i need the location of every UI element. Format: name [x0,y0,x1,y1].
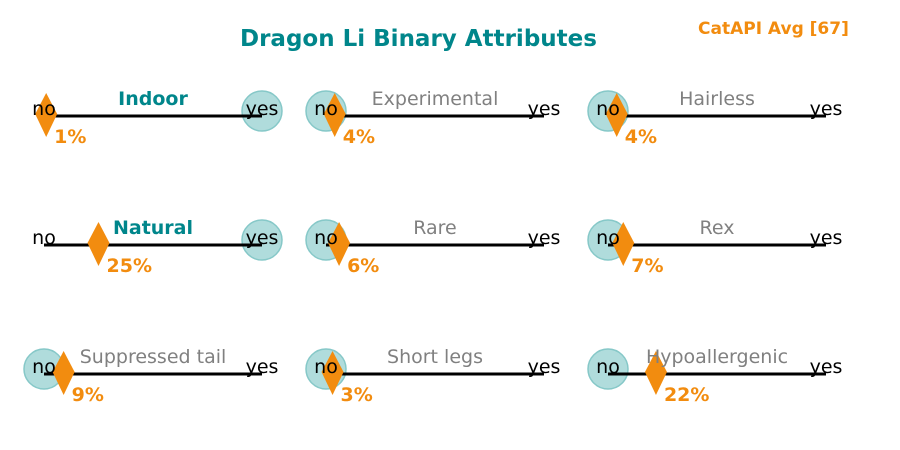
percent-marker-natural [87,222,110,266]
scale-max-label: yes [528,98,561,120]
chart-title: Dragon Li Binary Attributes [240,26,597,52]
scale-min-label: no [314,227,338,249]
attribute-label-hairless: Hairless [679,88,755,110]
attribute-label-hypoallergenic: Hypoallergenic [646,346,788,368]
average-badge: CatAPI Avg [67] [698,19,849,39]
scale-min-label: no [314,98,338,120]
scale-max-label: yes [528,356,561,378]
percent-label-experimental: 4% [343,126,375,148]
scale-min-label: no [596,227,620,249]
scale-min-label: no [32,227,56,249]
percent-marker-rare [328,222,351,266]
scale-max-label: yes [810,356,843,378]
percent-marker-experimental [323,93,346,137]
percent-marker-short-legs [321,351,344,395]
percent-marker-rex [612,222,635,266]
scale-min-label: no [596,356,620,378]
value-marker-hypoallergenic [587,348,629,390]
percent-marker-indoor [35,93,58,137]
percent-label-indoor: 1% [54,126,86,148]
percent-label-suppressed-tail: 9% [72,384,104,406]
attribute-label-rare: Rare [413,217,457,239]
percent-marker-suppressed-tail [52,351,75,395]
value-marker-natural [241,219,283,261]
percent-label-rex: 7% [631,255,663,277]
scale-max-label: yes [246,98,279,120]
percent-label-natural: 25% [107,255,152,277]
scale-max-label: yes [528,227,561,249]
percent-marker-hypoallergenic [644,351,667,395]
percent-label-short-legs: 3% [341,384,373,406]
attribute-label-rex: Rex [700,217,735,239]
percent-label-hairless: 4% [625,126,657,148]
attribute-label-experimental: Experimental [372,88,499,110]
percent-label-rare: 6% [347,255,379,277]
percent-marker-hairless [605,93,628,137]
scale-min-label: no [314,356,338,378]
attribute-label-natural: Natural [113,217,193,239]
scale-min-label: no [32,98,56,120]
value-marker-indoor [241,90,283,132]
scale-max-label: yes [810,98,843,120]
attribute-label-short-legs: Short legs [387,346,483,368]
scale-min-label: no [32,356,56,378]
scale-max-label: yes [246,356,279,378]
scale-max-label: yes [246,227,279,249]
scale-min-label: no [596,98,620,120]
attribute-label-indoor: Indoor [118,88,188,110]
percent-label-hypoallergenic: 22% [664,384,709,406]
scale-max-label: yes [810,227,843,249]
attribute-label-suppressed-tail: Suppressed tail [80,346,227,368]
